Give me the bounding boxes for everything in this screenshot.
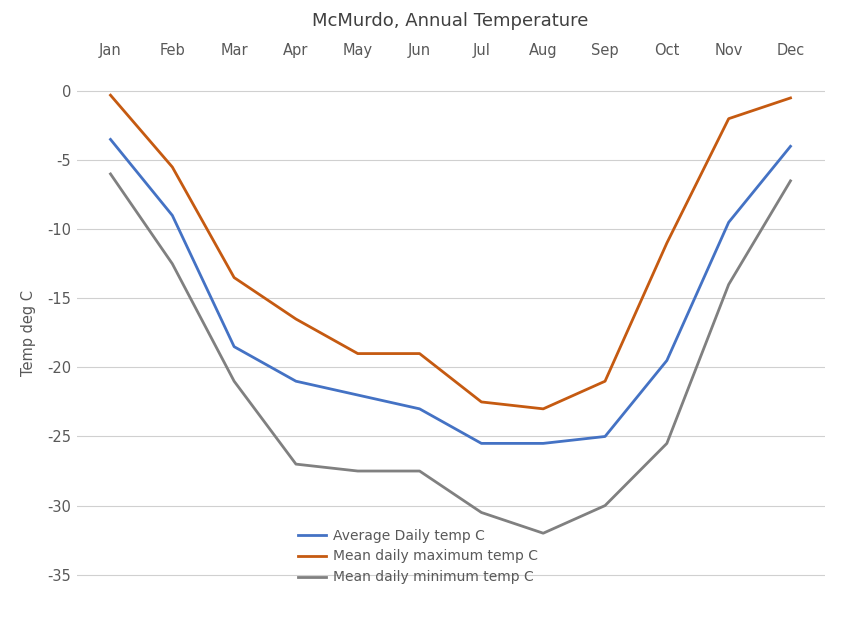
Title: McMurdo, Annual Temperature: McMurdo, Annual Temperature	[312, 12, 589, 30]
Average Daily temp C	[785, 143, 796, 150]
Mean daily minimum temp C	[229, 377, 239, 385]
Average Daily temp C	[291, 377, 301, 385]
Mean daily minimum temp C	[662, 439, 672, 447]
Mean daily minimum temp C	[291, 460, 301, 468]
Mean daily maximum temp C	[538, 405, 548, 413]
Mean daily minimum temp C	[538, 529, 548, 537]
Mean daily maximum temp C	[167, 163, 178, 171]
Mean daily minimum temp C	[723, 281, 734, 288]
Average Daily temp C	[600, 432, 610, 440]
Mean daily maximum temp C	[105, 91, 116, 99]
Mean daily maximum temp C	[723, 115, 734, 122]
Mean daily maximum temp C	[600, 377, 610, 385]
Mean daily minimum temp C	[353, 467, 363, 475]
Mean daily maximum temp C	[415, 350, 425, 358]
Mean daily minimum temp C	[105, 170, 116, 178]
Mean daily minimum temp C	[785, 177, 796, 184]
Mean daily minimum temp C	[167, 260, 178, 268]
Mean daily minimum temp C	[600, 501, 610, 509]
Average Daily temp C	[105, 136, 116, 143]
Mean daily maximum temp C	[476, 398, 486, 406]
Average Daily temp C	[229, 343, 239, 351]
Average Daily temp C	[538, 439, 548, 447]
Average Daily temp C	[415, 405, 425, 413]
Legend: Average Daily temp C, Mean daily maximum temp C, Mean daily minimum temp C: Average Daily temp C, Mean daily maximum…	[293, 523, 544, 590]
Line: Mean daily maximum temp C: Mean daily maximum temp C	[110, 95, 790, 409]
Line: Average Daily temp C: Average Daily temp C	[110, 139, 790, 443]
Average Daily temp C	[476, 439, 486, 447]
Mean daily minimum temp C	[415, 467, 425, 475]
Mean daily minimum temp C	[476, 508, 486, 516]
Average Daily temp C	[723, 219, 734, 226]
Mean daily maximum temp C	[785, 94, 796, 101]
Average Daily temp C	[167, 212, 178, 219]
Mean daily maximum temp C	[291, 315, 301, 323]
Y-axis label: Temp deg C: Temp deg C	[20, 290, 36, 376]
Average Daily temp C	[353, 391, 363, 399]
Mean daily maximum temp C	[229, 274, 239, 281]
Mean daily maximum temp C	[662, 239, 672, 247]
Average Daily temp C	[662, 357, 672, 365]
Mean daily maximum temp C	[353, 350, 363, 358]
Line: Mean daily minimum temp C: Mean daily minimum temp C	[110, 174, 790, 533]
